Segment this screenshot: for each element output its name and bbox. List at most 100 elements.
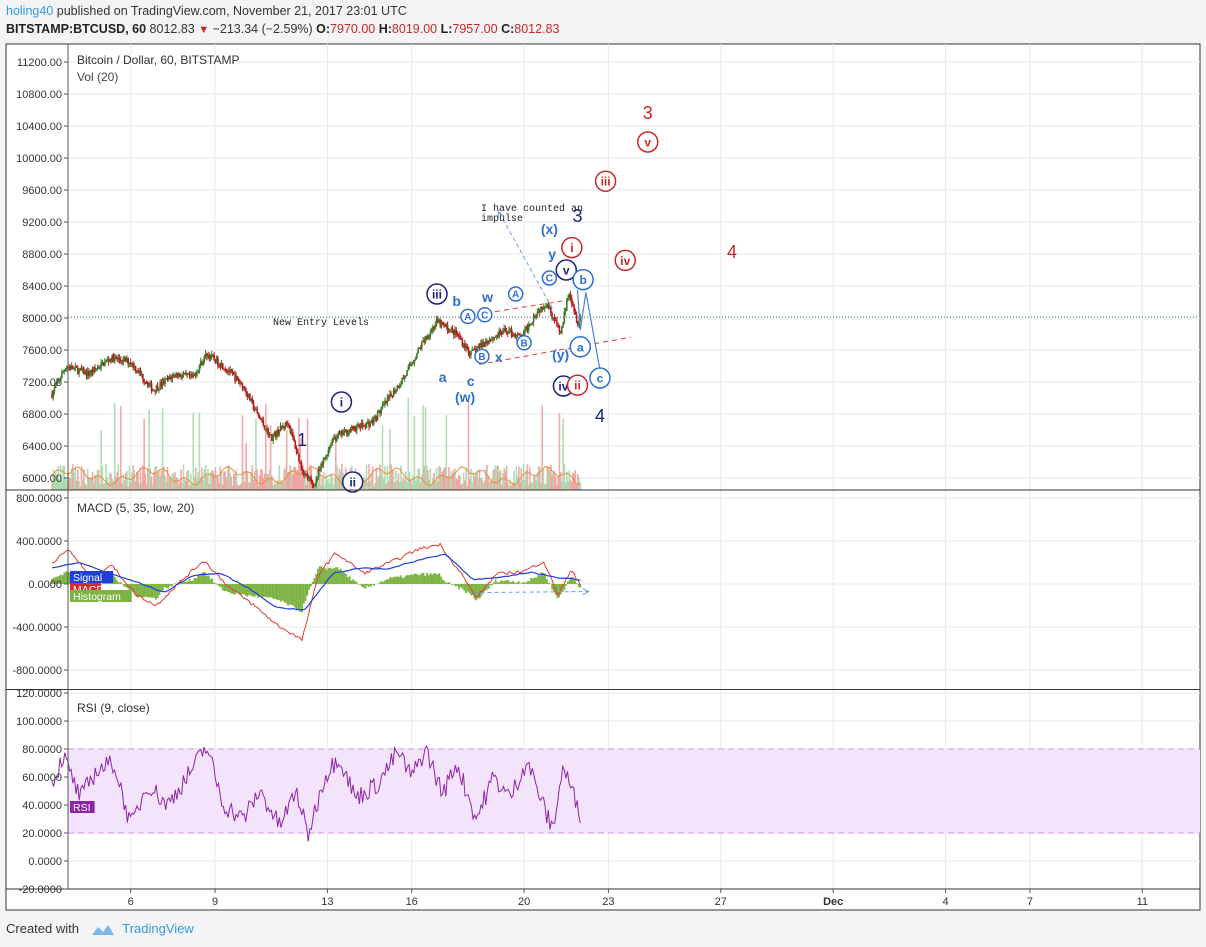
macd-histogram-bar [271,584,274,599]
wave-label: 3 [643,103,653,123]
candle-body [446,324,449,332]
candle-body [542,308,545,310]
candle-body [73,367,75,370]
rsi-y-tick-label: 40.0000 [22,800,62,812]
volume-bar [543,483,546,490]
wave-label: 1 [297,430,307,450]
candle-body [315,478,317,486]
candle-body [425,335,428,340]
candle-body [497,335,499,337]
volume-bar [515,466,518,490]
volume-bar [467,400,470,490]
wave-label: 4 [595,406,605,426]
volume-bar [498,472,501,490]
candle-body [237,378,240,383]
open-label: O: [316,22,331,36]
macd-histogram-bar [507,579,510,584]
candle-body [362,422,364,427]
candle-body [412,362,415,364]
macd-histogram-bar [236,584,238,593]
candle-body [117,357,120,360]
candle-body [300,462,303,470]
candle-body [115,356,117,358]
volume-bar [108,472,111,490]
candle-body [525,326,528,329]
candle-body [51,394,53,398]
volume-bar [497,465,499,490]
macd-histogram-bar [153,584,156,598]
macd-histogram-bar [406,574,409,584]
volume-bar [477,478,480,490]
candle-body [494,337,497,339]
candle-body [321,463,324,465]
volume-bar [218,483,220,490]
candle-body [217,357,219,366]
macd-histogram-bar [288,584,291,605]
candle-body [487,342,489,344]
volume-bar [299,438,301,490]
candle-body [406,370,408,376]
macd-histogram-bar [262,584,265,597]
macd-histogram-bar [267,584,270,598]
candle-body [178,373,181,377]
volume-bar [406,481,408,490]
volume-bar [520,468,523,490]
created-with-text: Created with [6,921,79,936]
candle-body [107,359,110,362]
volume-bar [451,473,454,490]
candle-body [368,422,370,427]
candle-body [563,311,566,323]
price-y-tick-label: 10000.00 [16,153,62,165]
high-value: 8019.00 [391,22,438,36]
candle-body [509,328,512,330]
volume-bar [258,475,261,490]
macd-histogram-bar [294,584,296,608]
volume-bar [456,479,459,490]
candle-body [354,429,357,431]
macd-histogram-bar [334,567,337,584]
macd-histogram-bar [512,581,515,584]
volume-bar [522,464,525,490]
author-link[interactable]: holing40 [6,4,54,18]
volume-bar [473,476,476,490]
down-arrow-icon: ▼ [198,24,210,36]
chart-canvas[interactable]: New Entry Levels I have counted animpulse… [0,0,1206,920]
candle-body [495,335,498,338]
macd-histogram-bar [442,579,444,584]
wave-label: 4 [727,242,737,262]
macd-histogram-bar [498,582,501,584]
volume-bar [79,485,82,490]
candle-body [89,373,91,376]
candle-body [92,367,95,373]
macd-histogram-bar [575,583,578,584]
macd-histogram-bar [218,584,221,587]
candle-body [466,345,469,349]
candle-body [316,476,319,479]
macd-histogram-bar [440,576,443,584]
volume-bar [551,474,553,490]
macd-histogram-bar [244,584,247,596]
volume-bar [261,469,263,490]
macd-histogram-bar [133,584,136,595]
macd-histogram-bar [237,584,240,593]
volume-bar [559,471,562,490]
macd-histogram-bar [207,575,210,584]
macd-histogram-bar [246,584,249,597]
candle-body [530,323,532,325]
wave-circle [594,170,617,192]
candle-body [111,354,114,362]
macd-histogram-bar [243,584,245,595]
candle-body [151,390,154,392]
volume-bar [252,479,255,490]
rsi-y-tick-label: -20.0000 [19,884,62,896]
candle-body [70,365,73,370]
candle-body [427,335,429,339]
volume-bar [423,466,426,490]
candle-body [104,361,106,366]
tradingview-logo-icon[interactable] [91,923,115,937]
tradingview-link[interactable]: TradingView [122,921,194,936]
macd-histogram-bar [528,581,531,584]
candle-body [239,382,241,384]
candle-body [476,348,478,353]
macd-histogram-bar [102,582,104,584]
